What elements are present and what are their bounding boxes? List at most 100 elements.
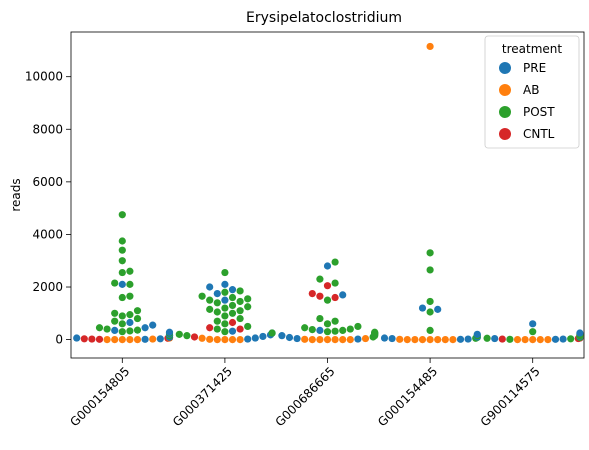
data-point-post bbox=[118, 312, 126, 320]
data-point-post bbox=[111, 317, 119, 325]
data-point-pre bbox=[149, 321, 157, 329]
data-point-post bbox=[316, 314, 324, 323]
x-tick-label: G900114575 bbox=[478, 364, 543, 429]
data-point-ab bbox=[513, 335, 522, 344]
data-point-post bbox=[331, 279, 339, 287]
data-point-post bbox=[426, 308, 434, 316]
data-point-cntl bbox=[228, 318, 237, 327]
y-tick-label: 10000 bbox=[25, 70, 63, 84]
data-point-post bbox=[308, 326, 316, 334]
data-point-post bbox=[221, 268, 229, 277]
data-point-post bbox=[213, 299, 221, 307]
data-point-post bbox=[426, 249, 434, 257]
data-point-cntl bbox=[236, 325, 244, 333]
legend-marker-post bbox=[499, 106, 511, 118]
data-point-pre bbox=[111, 326, 119, 334]
data-point-post bbox=[183, 332, 191, 340]
y-tick-label: 8000 bbox=[32, 122, 63, 136]
data-point-ab bbox=[149, 335, 157, 343]
y-tick-label: 2000 bbox=[32, 280, 63, 294]
data-point-pre bbox=[213, 289, 221, 298]
y-tick-label: 4000 bbox=[32, 227, 63, 241]
data-point-ab bbox=[228, 335, 237, 344]
y-tick-label: 6000 bbox=[32, 175, 63, 189]
legend-marker-ab bbox=[499, 84, 511, 96]
data-point-post bbox=[118, 211, 126, 219]
data-point-pre bbox=[418, 304, 427, 312]
data-point-ab bbox=[418, 335, 427, 344]
data-point-ab bbox=[126, 335, 134, 344]
data-point-post bbox=[213, 317, 221, 325]
data-point-ab bbox=[133, 335, 142, 344]
data-point-post bbox=[118, 268, 126, 277]
data-point-ab bbox=[213, 335, 221, 344]
data-point-pre bbox=[206, 283, 214, 291]
data-point-post bbox=[126, 267, 134, 275]
y-tick-label: 0 bbox=[55, 333, 63, 347]
data-point-post bbox=[126, 311, 134, 319]
data-point-post bbox=[323, 328, 332, 336]
data-point-post bbox=[126, 327, 134, 335]
data-point-pre bbox=[251, 334, 259, 342]
data-point-post bbox=[95, 324, 104, 332]
legend-marker-pre bbox=[499, 62, 511, 74]
data-point-ab bbox=[441, 335, 449, 344]
data-point-ab bbox=[331, 335, 339, 344]
data-point-ab bbox=[111, 335, 119, 344]
data-point-post bbox=[228, 309, 237, 317]
legend-title: treatment bbox=[502, 42, 562, 56]
data-point-pre bbox=[165, 328, 174, 336]
data-point-ab bbox=[221, 335, 229, 344]
data-point-post bbox=[483, 334, 491, 342]
data-point-pre bbox=[221, 280, 229, 288]
data-point-ab bbox=[323, 335, 332, 344]
data-point-ab bbox=[426, 335, 434, 344]
data-point-pre bbox=[126, 318, 134, 327]
data-point-post bbox=[103, 325, 111, 333]
data-point-post bbox=[236, 314, 244, 323]
data-point-ab bbox=[403, 335, 411, 344]
data-point-post bbox=[426, 326, 434, 334]
data-point-post bbox=[118, 293, 126, 302]
data-point-post bbox=[118, 237, 126, 245]
data-point-post bbox=[354, 322, 362, 331]
data-point-post bbox=[316, 275, 324, 283]
data-point-post bbox=[228, 293, 237, 302]
data-point-pre bbox=[551, 335, 560, 343]
x-tick-label: G000154805 bbox=[67, 364, 132, 429]
legend-marker-cntl bbox=[499, 128, 511, 140]
data-point-post bbox=[371, 328, 379, 336]
data-point-post bbox=[111, 279, 119, 287]
data-point-post bbox=[118, 320, 126, 328]
data-point-post bbox=[111, 309, 119, 317]
data-point-ab bbox=[434, 335, 442, 344]
data-point-post bbox=[529, 328, 537, 336]
data-point-post bbox=[206, 296, 214, 304]
data-point-pre bbox=[278, 332, 286, 340]
data-point-cntl bbox=[323, 282, 332, 290]
data-point-pre bbox=[323, 262, 332, 270]
data-point-pre bbox=[354, 335, 362, 343]
data-point-post bbox=[426, 266, 434, 274]
data-point-post bbox=[221, 288, 229, 296]
data-point-post bbox=[331, 327, 339, 335]
chart-title: Erysipelatoclostridium bbox=[246, 10, 402, 26]
data-point-pre bbox=[339, 291, 347, 299]
data-point-cntl bbox=[316, 292, 324, 300]
data-point-post bbox=[133, 326, 142, 334]
data-point-cntl bbox=[80, 335, 88, 343]
data-point-post bbox=[346, 325, 354, 333]
data-point-post bbox=[228, 301, 237, 310]
data-point-cntl bbox=[95, 335, 104, 343]
data-point-ab bbox=[301, 335, 309, 343]
data-point-pre bbox=[473, 330, 481, 338]
data-point-ab bbox=[521, 335, 529, 344]
data-point-post bbox=[133, 314, 142, 323]
data-point-pre bbox=[464, 335, 472, 343]
legend-label-pre: PRE bbox=[523, 61, 546, 75]
data-point-cntl bbox=[88, 335, 96, 343]
data-point-ab bbox=[426, 42, 434, 51]
data-point-post bbox=[118, 246, 126, 254]
data-point-post bbox=[244, 303, 252, 311]
axes-frame bbox=[70, 31, 585, 359]
